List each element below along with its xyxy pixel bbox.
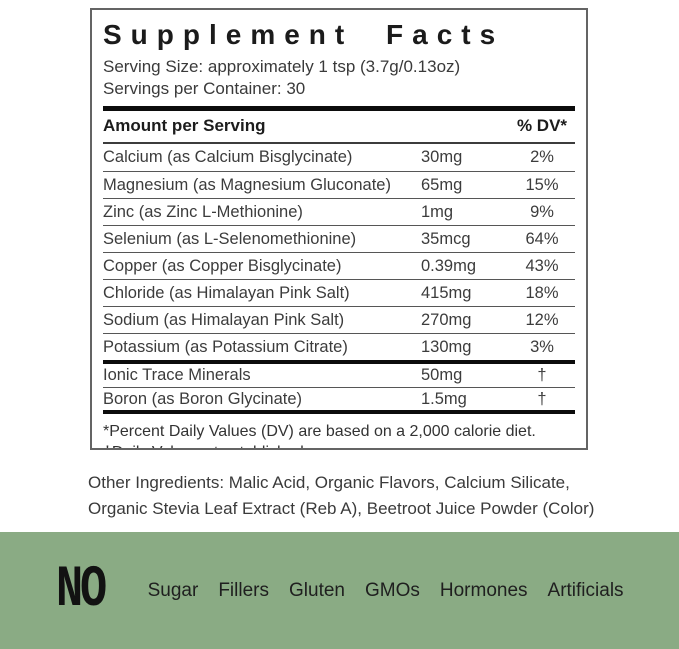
no-claims-banner: NO Sugar Fillers Gluten GMOs Hormones Ar… (0, 532, 679, 649)
table-row: Potassium (as Potassium Citrate) 130mg 3… (103, 333, 575, 360)
nutrient-amount: 30mg (421, 148, 463, 166)
other-ingredients-line-2: Organic Stevia Leaf Extract (Reb A), Bee… (88, 499, 595, 518)
nutrient-dv: 2% (530, 148, 554, 166)
no-label: NO (56, 557, 107, 623)
nutrient-name: Chloride (as Himalayan Pink Salt) (103, 283, 350, 302)
nutrient-dv: 12% (525, 310, 559, 329)
nutrient-amount: 1.5mg (421, 389, 467, 408)
nutrient-dv: † (537, 366, 547, 384)
table-header-row: Amount per Serving % DV* (103, 111, 575, 144)
nutrient-name: Copper (as Copper Bisglycinate) (103, 256, 342, 275)
nutrient-dv: 43% (525, 256, 559, 275)
footnote-dv-not-established: †Daily Value not established. (103, 442, 575, 448)
no-claim-artificials: Artificials (547, 579, 624, 601)
table-row: Ionic Trace Minerals 50mg † (103, 364, 575, 387)
nutrient-amount: 35mcg (421, 229, 471, 248)
nutrient-dv: 9% (530, 202, 554, 221)
table-row: Selenium (as L-Selenomethionine) 35mcg 6… (103, 225, 575, 252)
table-row: Calcium (as Calcium Bisglycinate) 30mg 2… (103, 144, 575, 171)
nutrient-name: Calcium (as Calcium Bisglycinate) (103, 148, 353, 166)
nutrient-dv: 64% (525, 229, 559, 248)
supplement-facts-panel: Supplement Facts Serving Size: approxima… (90, 8, 588, 450)
nutrient-name: Selenium (as L-Selenomethionine) (103, 229, 357, 248)
no-claim-sugar: Sugar (147, 579, 199, 601)
nutrient-amount: 1mg (421, 202, 454, 221)
footnotes: *Percent Daily Values (DV) are based on … (103, 414, 575, 448)
nutrient-dv: 18% (525, 283, 559, 302)
amount-per-serving-header: Amount per Serving (103, 116, 266, 135)
nutrient-name: Sodium (as Himalayan Pink Salt) (103, 310, 345, 329)
serving-info: Serving Size: approximately 1 tsp (3.7g/… (103, 56, 575, 100)
table-row: Sodium (as Himalayan Pink Salt) 270mg 12… (103, 306, 575, 333)
table-row: Chloride (as Himalayan Pink Salt) 415mg … (103, 279, 575, 306)
nutrient-amount: 0.39mg (421, 256, 477, 275)
no-claims-list: Sugar Fillers Gluten GMOs Hormones Artif… (148, 580, 624, 602)
no-claim-gluten: Gluten (289, 579, 345, 601)
nutrient-name: Potassium (as Potassium Citrate) (103, 337, 348, 356)
nutrient-amount: 130mg (421, 337, 472, 356)
no-claim-fillers: Fillers (218, 579, 269, 601)
nutrient-dv: 3% (530, 337, 554, 356)
nutrient-amount: 65mg (421, 175, 463, 194)
thick-rule-top (103, 106, 575, 111)
nutrient-dv: 15% (525, 175, 559, 194)
table-row: Zinc (as Zinc L-Methionine) 1mg 9% (103, 198, 575, 225)
nutrient-amount: 270mg (421, 310, 472, 329)
panel-title: Supplement Facts (103, 19, 505, 50)
percent-dv-header: % DV* (516, 116, 568, 135)
nutrient-name: Boron (as Boron Glycinate) (103, 389, 303, 408)
table-row: Boron (as Boron Glycinate) 1.5mg † (103, 387, 575, 410)
no-claim-gmos: GMOs (364, 579, 420, 601)
thick-rule-middle (103, 360, 575, 364)
other-ingredients-line-1: Other Ingredients: Malic Acid, Organic F… (88, 473, 570, 492)
other-ingredients-block: Other Ingredients: Malic Acid, Organic F… (88, 470, 628, 522)
no-claim-hormones: Hormones (439, 579, 528, 601)
table-row: Magnesium (as Magnesium Gluconate) 65mg … (103, 171, 575, 198)
nutrient-amount: 50mg (421, 366, 463, 384)
nutrient-name: Zinc (as Zinc L-Methionine) (103, 202, 303, 221)
nutrient-dv: † (537, 389, 547, 408)
nutrient-name: Ionic Trace Minerals (103, 366, 251, 384)
table-row: Copper (as Copper Bisglycinate) 0.39mg 4… (103, 252, 575, 279)
servings-per-container-text: Servings per Container: 30 (103, 79, 306, 98)
footnote-dv-basis: *Percent Daily Values (DV) are based on … (103, 423, 536, 440)
nutrient-name: Magnesium (as Magnesium Gluconate) (103, 175, 391, 194)
thick-rule-bottom (103, 410, 575, 414)
nutrient-amount: 415mg (421, 283, 472, 302)
serving-size-text: Serving Size: approximately 1 tsp (3.7g/… (103, 57, 461, 76)
